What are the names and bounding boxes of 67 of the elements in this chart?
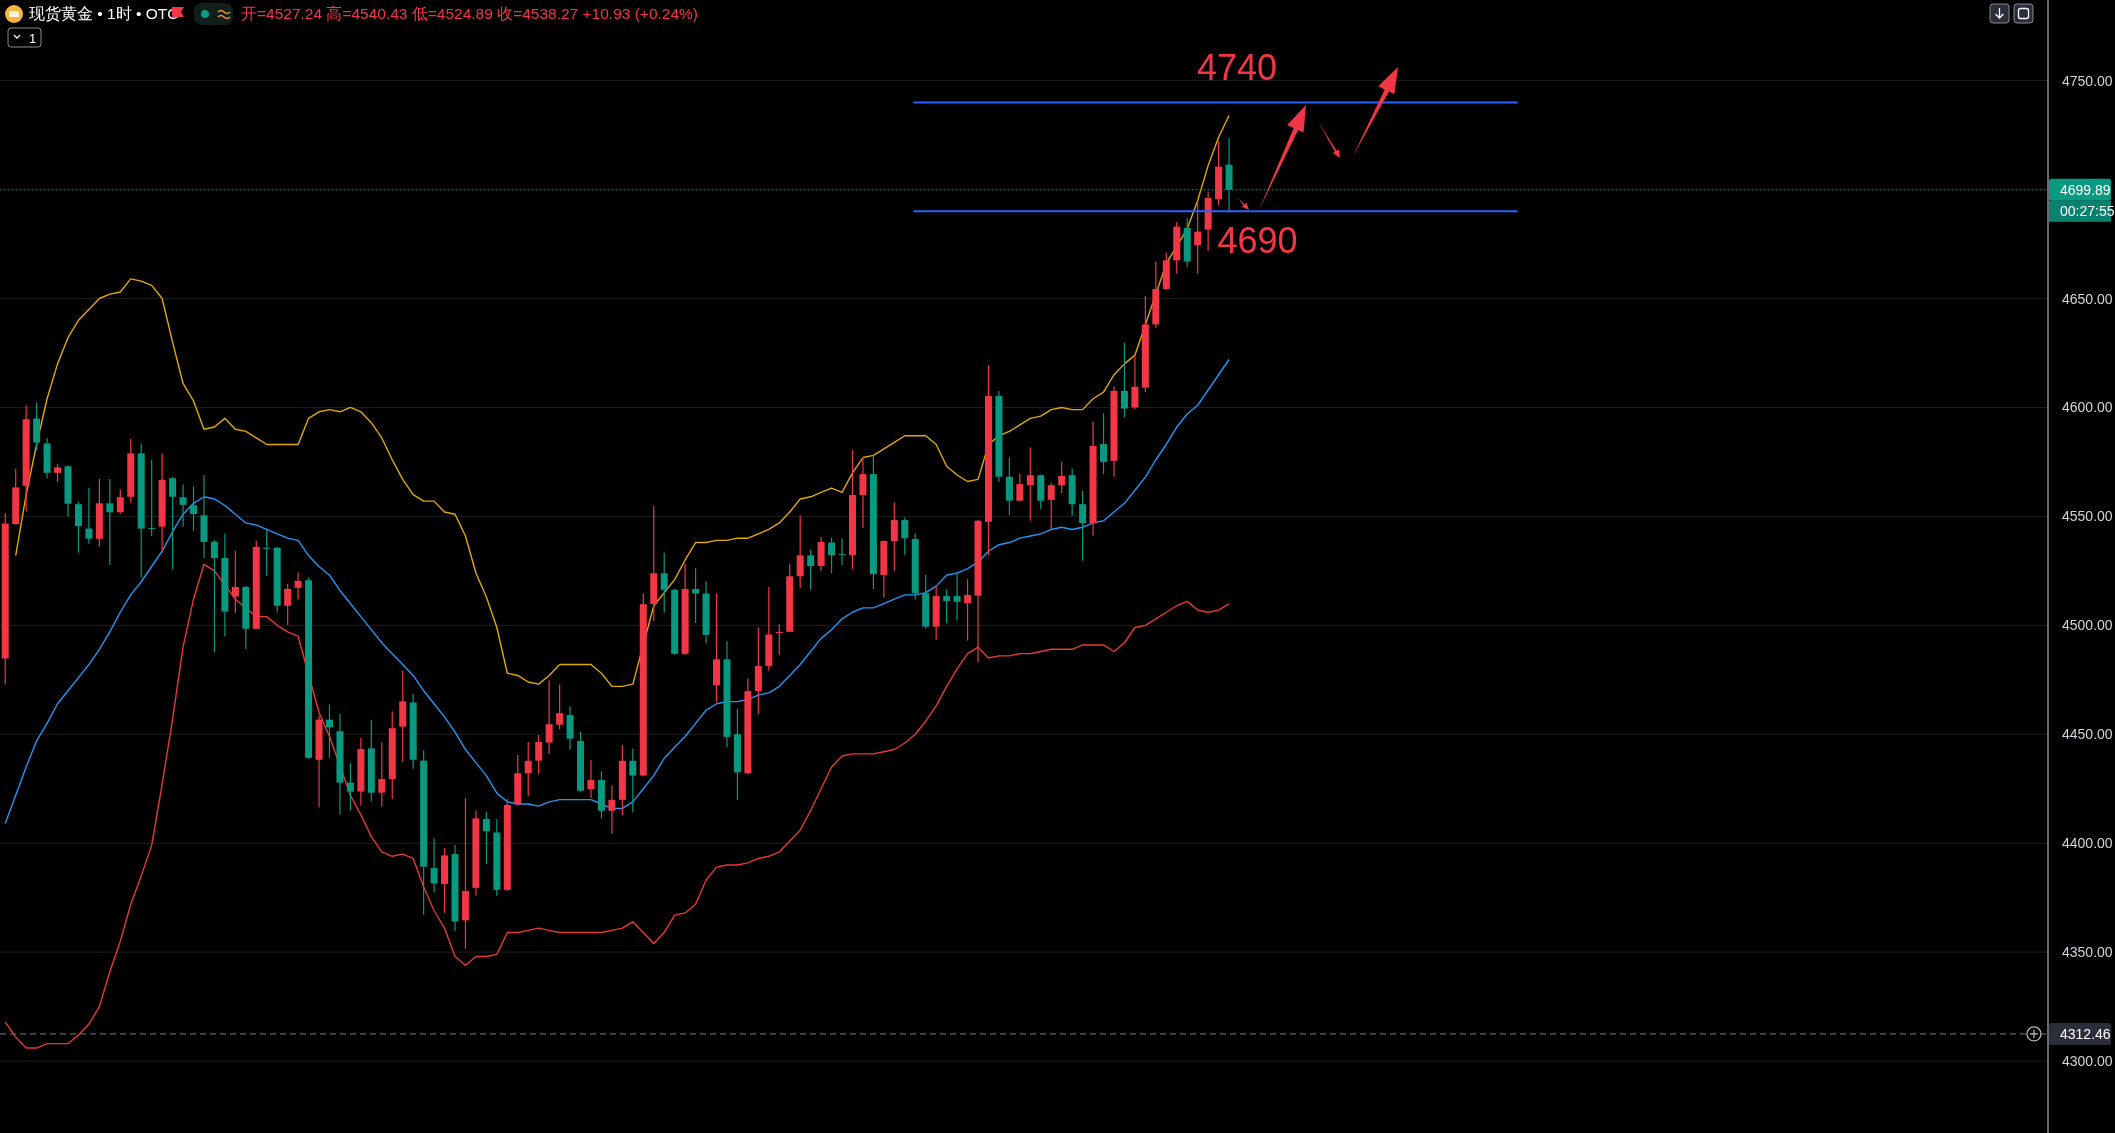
candlestick xyxy=(148,459,156,537)
candlestick xyxy=(608,784,616,835)
candlestick xyxy=(566,705,574,751)
candlestick xyxy=(660,552,668,614)
candlestick xyxy=(1194,200,1202,275)
candlestick xyxy=(587,759,595,799)
candlestick xyxy=(346,762,354,812)
candlestick xyxy=(943,588,951,624)
y-tick-label: 4450.00 xyxy=(2062,726,2113,743)
candlestick xyxy=(74,501,82,554)
line-series xyxy=(4,358,1230,825)
candlestick xyxy=(85,487,93,545)
candlestick xyxy=(54,463,62,483)
candlestick xyxy=(859,456,867,529)
y-tick-label: 4650.00 xyxy=(2062,290,2113,307)
y-tick-label: 4300.00 xyxy=(2062,1053,2113,1070)
candlestick xyxy=(1100,412,1108,475)
candlestick xyxy=(807,549,815,591)
candlestick xyxy=(545,679,553,755)
candlestick xyxy=(1131,353,1139,410)
candlestick xyxy=(1079,490,1087,562)
candlestick xyxy=(378,741,386,807)
y-tick-label: 4350.00 xyxy=(2062,944,2113,961)
ref-line-label: 4690 xyxy=(1217,220,1298,262)
ref-line-label: 4740 xyxy=(1196,47,1278,89)
y-tick-label: 4600.00 xyxy=(2062,399,2113,416)
candlestick xyxy=(106,478,114,566)
candlestick xyxy=(284,583,292,626)
chart-subtitle: 开=4527.24 高=4540.43 低=4524.89 收=4538.27 +10.93 (+0.24%) xyxy=(241,5,699,22)
candlestick xyxy=(430,837,438,894)
candlestick xyxy=(890,501,898,572)
candlestick xyxy=(953,572,961,622)
candlestick xyxy=(116,488,124,515)
candlestick xyxy=(210,539,218,653)
candlestick xyxy=(179,483,187,528)
y-tick-label: 4550.00 xyxy=(2062,508,2113,525)
candlestick xyxy=(1026,446,1034,522)
ref-line-label: 4699.89 xyxy=(2060,181,2111,198)
ref-line-label: 4312.46 xyxy=(2060,1025,2111,1042)
candlestick xyxy=(629,747,637,814)
line-series xyxy=(4,563,1230,1049)
annotation: 1 xyxy=(29,31,37,46)
candlestick xyxy=(1005,456,1013,516)
candlestick xyxy=(1047,481,1055,530)
candlestick xyxy=(33,401,41,451)
candlestick xyxy=(1016,473,1024,502)
candlestick xyxy=(796,514,804,589)
candlestick xyxy=(524,741,532,797)
candlestick xyxy=(231,549,239,614)
y-tick-label: 4500.00 xyxy=(2062,617,2113,634)
candlestick xyxy=(325,703,333,759)
candlestick xyxy=(838,537,846,566)
candlestick xyxy=(901,516,909,556)
candlestick xyxy=(169,476,177,571)
y-tick-label: 4750.00 xyxy=(2062,72,2113,89)
y-tick-label: 4400.00 xyxy=(2062,835,2113,852)
candlestick xyxy=(1058,460,1066,494)
candlestick xyxy=(1120,341,1128,419)
candlestick xyxy=(535,734,543,775)
text: 00:27:55 xyxy=(2060,202,2115,219)
candlestick xyxy=(556,683,564,730)
candlestick xyxy=(964,578,972,642)
candlestick xyxy=(190,485,198,532)
candlestick xyxy=(482,811,490,865)
candlestick xyxy=(692,567,700,624)
candlestick xyxy=(294,572,302,600)
candlestick xyxy=(828,536,836,574)
